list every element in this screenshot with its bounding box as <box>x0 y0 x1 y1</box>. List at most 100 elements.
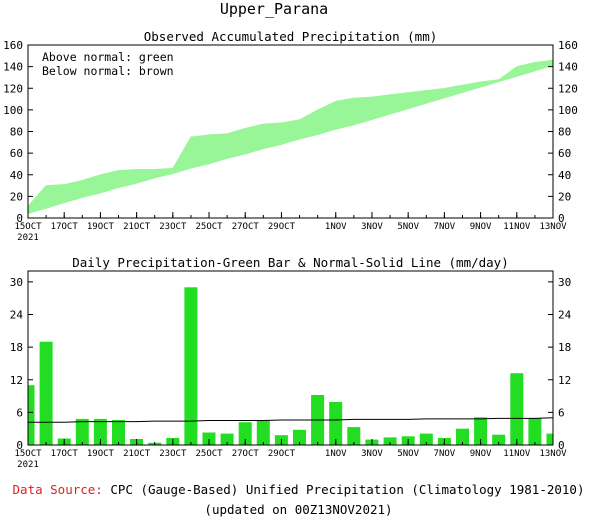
above-normal-area-segment <box>208 133 228 165</box>
x-tick-label: 25OCT <box>195 222 223 232</box>
above-normal-area-segment <box>262 122 282 150</box>
above-normal-area-segment <box>353 96 373 126</box>
above-normal-area-segment <box>154 167 174 179</box>
x-tick-label: 17OCT <box>51 449 79 459</box>
x-tick-label: 3NOV <box>361 449 383 459</box>
y-tick-label-right: 12 <box>558 374 571 387</box>
above-normal-area-segment <box>480 79 500 88</box>
above-normal-area-segment <box>425 87 445 104</box>
x-tick-label: 25OCT <box>195 449 223 459</box>
above-normal-area-segment <box>118 168 137 189</box>
x-tick-label: 9NOV <box>470 449 492 459</box>
x-tick-label: 23OCT <box>159 222 187 232</box>
above-normal-area-segment <box>462 81 481 94</box>
above-normal-area-segment <box>317 100 337 136</box>
y-tick-label-left: 0 <box>16 212 23 225</box>
y-tick-label-left: 20 <box>10 190 23 203</box>
y-tick-label-right: 0 <box>558 212 565 225</box>
daily-precip-bar <box>112 420 125 445</box>
y-tick-label-left: 120 <box>3 82 23 95</box>
x-tick-label: 21OCT <box>123 449 151 459</box>
normal-precip-line <box>28 417 554 423</box>
above-normal-area-segment <box>389 92 409 115</box>
above-normal-area-segment <box>281 119 300 145</box>
daily-precip-bar <box>528 418 542 445</box>
y-tick-label-right: 80 <box>558 126 571 139</box>
above-normal-area-segment <box>63 179 83 204</box>
daily-precipitation-panel: Daily Precipitation-Green Bar & Normal-S… <box>10 255 572 470</box>
above-normal-area-segment <box>335 97 355 130</box>
daily-chart-title: Daily Precipitation-Green Bar & Normal-S… <box>72 255 509 270</box>
above-normal-area-segment <box>444 84 463 99</box>
daily-precip-bar <box>238 422 252 445</box>
y-tick-label-left: 160 <box>3 39 23 52</box>
daily-precip-bar <box>93 418 107 445</box>
x-tick-label: 15OCT <box>14 449 42 459</box>
daily-precip-bar <box>546 433 553 445</box>
data-source-line: Data Source: CPC (Gauge-Based) Unified P… <box>0 482 597 497</box>
x-tick-label: 5NOV <box>397 222 419 232</box>
y-tick-label-left: 18 <box>10 341 23 354</box>
y-tick-label-right: 18 <box>558 341 571 354</box>
x-tick-label: 19OCT <box>87 222 115 232</box>
x-tick-label: 27OCT <box>232 222 260 232</box>
y-tick-label-right: 6 <box>558 406 565 419</box>
above-normal-area-segment <box>244 123 264 155</box>
x-tick-year-label: 2021 <box>17 233 39 243</box>
y-tick-label-right: 100 <box>558 104 578 117</box>
x-tick-label: 1NOV <box>325 222 347 232</box>
y-tick-label-left: 30 <box>10 276 23 289</box>
daily-precip-bar <box>75 418 89 445</box>
y-tick-label-right: 30 <box>558 276 571 289</box>
daily-precip-bar <box>293 429 306 445</box>
x-tick-label: 27OCT <box>232 449 260 459</box>
data-source-text: CPC (Gauge-Based) Unified Precipitation … <box>102 482 585 497</box>
x-tick-label: 11NOV <box>503 449 531 459</box>
daily-precip-bar <box>383 437 397 445</box>
above-normal-area-segment <box>534 59 554 72</box>
x-tick-label: 1NOV <box>325 449 347 459</box>
y-tick-label-right: 120 <box>558 82 578 95</box>
above-normal-area-segment <box>82 174 101 198</box>
x-tick-label: 21OCT <box>123 222 151 232</box>
x-tick-label: 7NOV <box>434 222 456 232</box>
y-tick-label-left: 40 <box>10 169 23 182</box>
above-normal-area-segment <box>226 127 246 159</box>
y-tick-label-right: 140 <box>558 61 578 74</box>
y-tick-label-left: 60 <box>10 147 23 160</box>
legend-entry: Below normal: brown <box>42 64 174 78</box>
above-normal-area-segment <box>516 61 536 77</box>
y-tick-label-left: 6 <box>16 406 23 419</box>
y-tick-label-left: 0 <box>16 439 23 452</box>
x-tick-label: 29OCT <box>268 449 296 459</box>
legend-entry: Above normal: green <box>42 50 174 64</box>
x-tick-label: 17OCT <box>51 222 79 232</box>
x-tick-label: 5NOV <box>397 449 419 459</box>
above-normal-area-segment <box>45 184 65 209</box>
daily-precip-bar <box>329 402 343 445</box>
x-tick-label: 29OCT <box>268 222 296 232</box>
y-tick-label-right: 160 <box>558 39 578 52</box>
y-tick-label-left: 100 <box>3 104 23 117</box>
accumulated-chart-title: Observed Accumulated Precipitation (mm) <box>144 29 438 44</box>
daily-precip-bar <box>220 433 234 445</box>
y-tick-label-right: 20 <box>558 190 571 203</box>
y-tick-label-left: 140 <box>3 61 23 74</box>
x-tick-year-label: 2021 <box>17 460 39 470</box>
daily-precip-bar <box>474 417 488 445</box>
above-normal-area-segment <box>407 90 427 110</box>
above-normal-area-segment <box>371 94 391 121</box>
above-normal-area-segment <box>27 184 47 215</box>
y-tick-label-right: 0 <box>558 439 565 452</box>
daily-precip-bar <box>39 341 53 445</box>
y-tick-label-left: 24 <box>10 309 24 322</box>
daily-precip-bar <box>492 434 506 445</box>
daily-precip-bar <box>28 385 35 445</box>
daily-precip-bar <box>419 433 433 445</box>
y-tick-label-left: 12 <box>10 374 23 387</box>
above-normal-area-segment <box>498 66 518 83</box>
updated-line: (updated on 00Z13NOV2021) <box>204 502 393 517</box>
y-tick-label-left: 80 <box>10 126 23 139</box>
figure-title: Upper_Parana <box>220 0 328 18</box>
above-normal-area-segment <box>172 135 192 175</box>
